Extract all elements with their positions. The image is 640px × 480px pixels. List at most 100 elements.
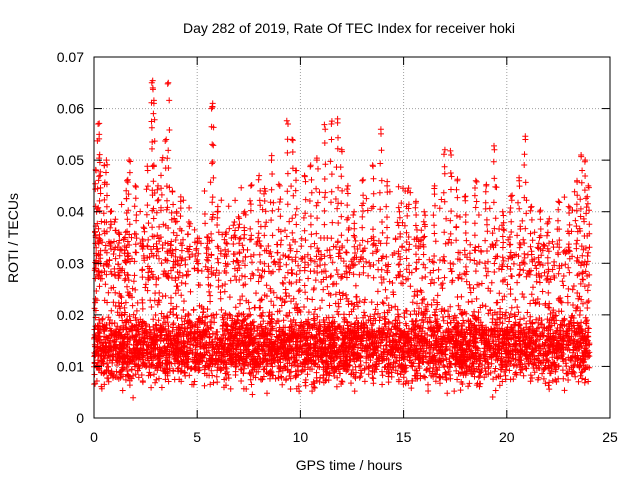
scatter-point	[577, 280, 584, 287]
scatter-point	[367, 263, 374, 270]
scatter-point	[360, 263, 367, 270]
scatter-point	[374, 288, 381, 295]
scatter-point	[226, 294, 233, 301]
scatter-point	[412, 222, 419, 229]
scatter-point	[207, 381, 214, 388]
scatter-point	[302, 259, 308, 266]
scatter-point	[150, 316, 157, 323]
scatter-point	[309, 388, 316, 395]
scatter-point	[552, 376, 559, 383]
scatter-point	[129, 302, 136, 309]
scatter-point	[361, 309, 367, 316]
scatter-point	[574, 290, 581, 296]
scatter-point	[96, 283, 103, 290]
scatter-point	[549, 238, 556, 245]
scatter-point	[156, 375, 162, 382]
scatter-point	[114, 309, 121, 316]
scatter-point	[114, 323, 121, 330]
scatter-point	[305, 275, 312, 282]
scatter-point	[536, 279, 543, 286]
scatter-point	[379, 381, 386, 388]
scatter-point	[435, 266, 442, 273]
scatter-point	[261, 190, 267, 197]
scatter-point	[519, 217, 526, 224]
scatter-point	[392, 303, 399, 310]
scatter-point	[260, 318, 267, 325]
scatter-point	[492, 387, 499, 394]
scatter-point	[490, 376, 497, 383]
scatter-point	[105, 367, 112, 374]
scatter-point	[493, 237, 500, 244]
scatter-point	[584, 305, 591, 311]
scatter-point	[507, 205, 514, 211]
scatter-point	[178, 292, 185, 299]
scatter-point	[271, 258, 278, 265]
scatter-point	[226, 225, 233, 232]
scatter-point	[305, 316, 312, 323]
scatter-point	[242, 347, 249, 354]
scatter-point	[580, 300, 586, 307]
scatter-point	[584, 287, 591, 294]
scatter-point	[335, 311, 342, 318]
scatter-point	[540, 243, 547, 250]
scatter-point	[375, 310, 381, 317]
scatter-point	[316, 189, 323, 196]
scatter-point	[213, 373, 220, 380]
scatter-point	[442, 370, 448, 377]
scatter-point	[501, 293, 508, 300]
scatter-point	[446, 236, 453, 243]
scatter-point	[353, 293, 360, 300]
scatter-point	[133, 307, 140, 314]
scatter-point	[187, 288, 194, 295]
scatter-point	[392, 367, 399, 374]
scatter-point	[506, 367, 513, 374]
scatter-point	[309, 296, 316, 303]
scatter-point	[426, 256, 433, 263]
scatter-point	[122, 376, 129, 383]
scatter-point	[354, 246, 361, 252]
chart-title: Day 282 of 2019, Rate Of TEC Index for r…	[183, 20, 515, 36]
scatter-point	[353, 315, 360, 322]
scatter-point	[238, 378, 245, 384]
scatter-point	[516, 272, 522, 279]
scatter-point	[440, 253, 447, 260]
scatter-point	[180, 307, 187, 313]
scatter-point	[584, 317, 590, 324]
scatter-point	[425, 381, 431, 388]
scatter-point	[421, 373, 427, 380]
scatter-point	[363, 195, 370, 202]
scatter-point	[316, 256, 323, 263]
scatter-point	[130, 394, 137, 401]
scatter-point	[279, 279, 286, 286]
scatter-point	[434, 316, 441, 323]
scatter-point	[371, 311, 378, 318]
scatter-point	[380, 300, 387, 307]
scatter-point	[496, 290, 503, 297]
scatter-point	[282, 274, 288, 281]
scatter-point	[137, 208, 144, 215]
scatter-point	[340, 258, 347, 265]
scatter-point	[201, 211, 208, 217]
scatter-point	[547, 310, 554, 317]
scatter-point	[173, 312, 180, 319]
scatter-point	[366, 259, 373, 266]
scatter-point	[144, 287, 151, 294]
scatter-point	[394, 219, 401, 226]
scatter-point	[565, 285, 572, 292]
scatter-point	[334, 308, 341, 315]
scatter-point	[374, 301, 381, 308]
scatter-point	[207, 298, 214, 305]
scatter-point	[253, 241, 260, 247]
scatter-point	[540, 366, 547, 373]
scatter-point	[280, 280, 287, 287]
scatter-point	[545, 289, 552, 296]
scatter-point	[207, 292, 214, 299]
scatter-point	[96, 316, 102, 323]
scatter-point	[148, 384, 155, 391]
scatter-point	[400, 374, 407, 381]
scatter-point	[503, 309, 509, 316]
scatter-point	[243, 297, 250, 304]
scatter-point	[383, 295, 390, 301]
scatter-point	[105, 289, 112, 296]
